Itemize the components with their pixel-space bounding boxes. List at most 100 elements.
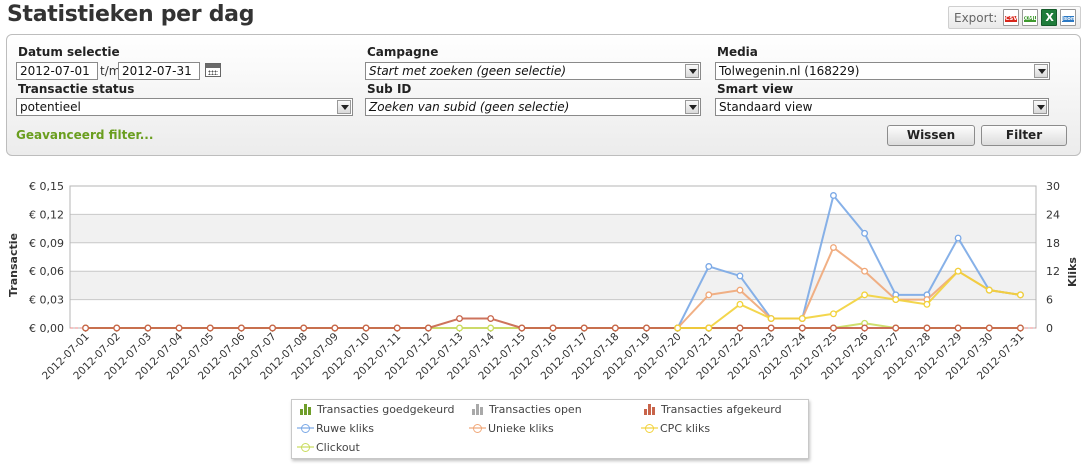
- xml-icon[interactable]: XML: [1022, 9, 1039, 26]
- data-point: [985, 324, 993, 332]
- smart-view-select[interactable]: Standaard view: [715, 98, 1049, 116]
- data-point: [456, 324, 463, 332]
- line-marker-icon: [641, 424, 658, 433]
- y-right-axis-title: Kliks: [1066, 257, 1079, 287]
- y-left-tick-label: € 0,09: [29, 237, 64, 250]
- data-point: [175, 324, 183, 332]
- date-from-input[interactable]: 2012-07-01: [16, 62, 98, 80]
- data-point: [518, 324, 526, 332]
- filter-button[interactable]: Filter: [981, 125, 1067, 146]
- csv-icon[interactable]: CSV: [1003, 9, 1020, 26]
- legend-label: Transacties goedgekeurd: [317, 403, 455, 416]
- legend-label: Ruwe kliks: [316, 422, 374, 435]
- legend-label: Clickout: [316, 441, 360, 454]
- bar-chart-icon: [644, 404, 655, 415]
- data-point: [923, 300, 931, 308]
- y-right-tick-label: 30: [1046, 180, 1060, 193]
- transactie-status-value: potentieel: [20, 100, 81, 114]
- export-label: Export:: [954, 10, 998, 25]
- data-point: [736, 324, 744, 332]
- smart-view-value: Standaard view: [719, 100, 813, 114]
- data-point: [424, 324, 432, 332]
- chevron-down-icon: [685, 100, 699, 114]
- transactie-status-select[interactable]: potentieel: [16, 98, 353, 116]
- data-point: [269, 324, 276, 332]
- data-point: [611, 324, 619, 332]
- data-point: [331, 324, 339, 332]
- datum-selectie-label: Datum selectie: [18, 45, 120, 59]
- data-point: [113, 324, 121, 332]
- y-left-tick-label: € 0,03: [29, 294, 64, 307]
- data-point: [736, 272, 744, 280]
- data-point: [830, 324, 837, 332]
- y-left-tick-label: € 0,15: [29, 180, 64, 193]
- chart-legend: Transacties goedgekeurd Transacties open…: [291, 399, 809, 459]
- campagne-select[interactable]: Start met zoeken (geen selectie): [365, 62, 701, 80]
- data-point: [1016, 291, 1024, 299]
- legend-item-unieke-kliks[interactable]: Unieke kliks: [469, 422, 554, 435]
- sub-id-value: Zoeken van subid (geen selectie): [369, 100, 570, 114]
- campagne-value: Start met zoeken (geen selectie): [369, 64, 567, 78]
- legend-item-cpc-kliks[interactable]: CPC kliks: [641, 422, 710, 435]
- sub-id-label: Sub ID: [367, 82, 412, 96]
- data-point: [643, 324, 650, 332]
- data-point: [985, 286, 993, 294]
- chevron-down-icon: [337, 100, 351, 114]
- data-point: [892, 296, 900, 304]
- date-to-input[interactable]: 2012-07-31: [118, 62, 200, 80]
- legend-item-afgekeurd[interactable]: Transacties afgekeurd: [644, 403, 782, 416]
- data-point: [705, 291, 713, 299]
- bar-chart-icon: [472, 404, 483, 415]
- data-point: [892, 324, 900, 332]
- advanced-filter-link[interactable]: Geavanceerd filter...: [16, 128, 154, 142]
- data-point: [580, 324, 588, 332]
- bar-chart-icon: [300, 404, 311, 415]
- media-select[interactable]: Tolwegenin.nl (168229): [715, 62, 1050, 80]
- data-point: [237, 324, 245, 332]
- data-point: [705, 324, 713, 332]
- y-left-tick-label: € 0,12: [29, 208, 64, 221]
- series-line: [676, 194, 1021, 329]
- data-point: [954, 324, 962, 332]
- legend-item-open[interactable]: Transacties open: [472, 403, 582, 416]
- legend-item-goedgekeurd[interactable]: Transacties goedgekeurd: [300, 403, 454, 416]
- data-point: [487, 315, 495, 322]
- plot-band: [70, 299, 1036, 328]
- y-right-tick-label: 18: [1046, 237, 1060, 250]
- data-point: [82, 324, 90, 332]
- data-point: [487, 324, 495, 332]
- wissen-button[interactable]: Wissen: [887, 125, 975, 146]
- line-marker-icon: [297, 443, 314, 452]
- data-point: [830, 244, 837, 251]
- plot-band: [70, 271, 1036, 300]
- xls-icon[interactable]: X: [1041, 9, 1058, 26]
- data-point: [767, 315, 775, 322]
- chevron-down-icon: [1033, 100, 1047, 114]
- line-marker-icon: [469, 424, 486, 433]
- data-point: [362, 324, 370, 332]
- y-left-axis-title: Transactie: [7, 233, 20, 297]
- legend-item-ruwe-kliks[interactable]: Ruwe kliks: [297, 422, 374, 435]
- legend-item-clickout[interactable]: Clickout: [297, 441, 360, 454]
- statistics-chart: € 0,00 € 0,03 € 0,06 € 0,09 € 0,12 € 0,15 0 6 12…: [7, 180, 1079, 382]
- chevron-down-icon: [1034, 64, 1048, 78]
- sub-id-select[interactable]: Zoeken van subid (geen selectie): [365, 98, 701, 116]
- calendar-icon[interactable]: [205, 63, 221, 77]
- data-point: [767, 324, 775, 332]
- data-point: [954, 234, 962, 242]
- y-right-tick-label: 6: [1046, 294, 1053, 307]
- y-left-tick-label: € 0,06: [29, 265, 64, 278]
- json-icon[interactable]: Json: [1060, 9, 1077, 26]
- plot-band: [70, 186, 1036, 215]
- page-title: Statistieken per dag: [7, 2, 255, 27]
- campagne-label: Campagne: [367, 45, 439, 59]
- data-point: [861, 324, 869, 332]
- data-point: [1016, 324, 1024, 332]
- data-point: [736, 300, 744, 308]
- data-point: [861, 267, 869, 275]
- chevron-down-icon: [685, 64, 699, 78]
- data-point: [923, 324, 931, 332]
- date-separator: t/m: [100, 64, 121, 78]
- data-point: [861, 291, 869, 299]
- media-label: Media: [717, 45, 758, 59]
